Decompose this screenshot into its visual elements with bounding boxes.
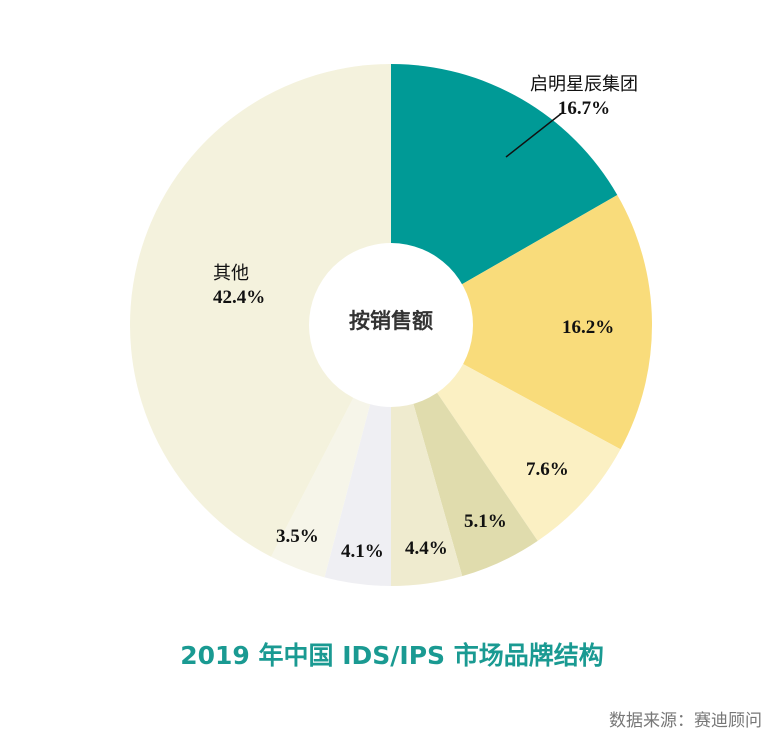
slice-label-5: 4.4% [405,538,448,559]
chart-title: 2019 年中国 IDS/IPS 市场品牌结构 [180,641,604,670]
donut-hole [309,243,473,407]
slice-value: 42.4% [213,287,266,308]
slice-label-qiming: 启明星辰集团 16.7% [530,73,638,121]
slice-name: 其他 [213,263,249,284]
slice-label-7: 3.5% [276,526,319,547]
slice-label-6: 4.1% [341,541,384,562]
slice-label-2: 16.2% [562,317,615,338]
slice-value: 16.7% [557,98,611,119]
pie-slice-0 [391,64,618,325]
center-label: 按销售额 [349,309,433,333]
pie-slice-7 [130,64,392,557]
source-note: 数据来源：赛迪顾问 [609,711,762,731]
slice-label-others: 其他 42.4% [213,262,265,310]
slice-name: 启明星辰集团 [530,74,638,95]
leader-line [505,112,563,158]
pie-slice-1 [391,194,652,450]
slice-label-3: 7.6% [526,459,569,480]
slice-label-4: 5.1% [464,511,507,532]
